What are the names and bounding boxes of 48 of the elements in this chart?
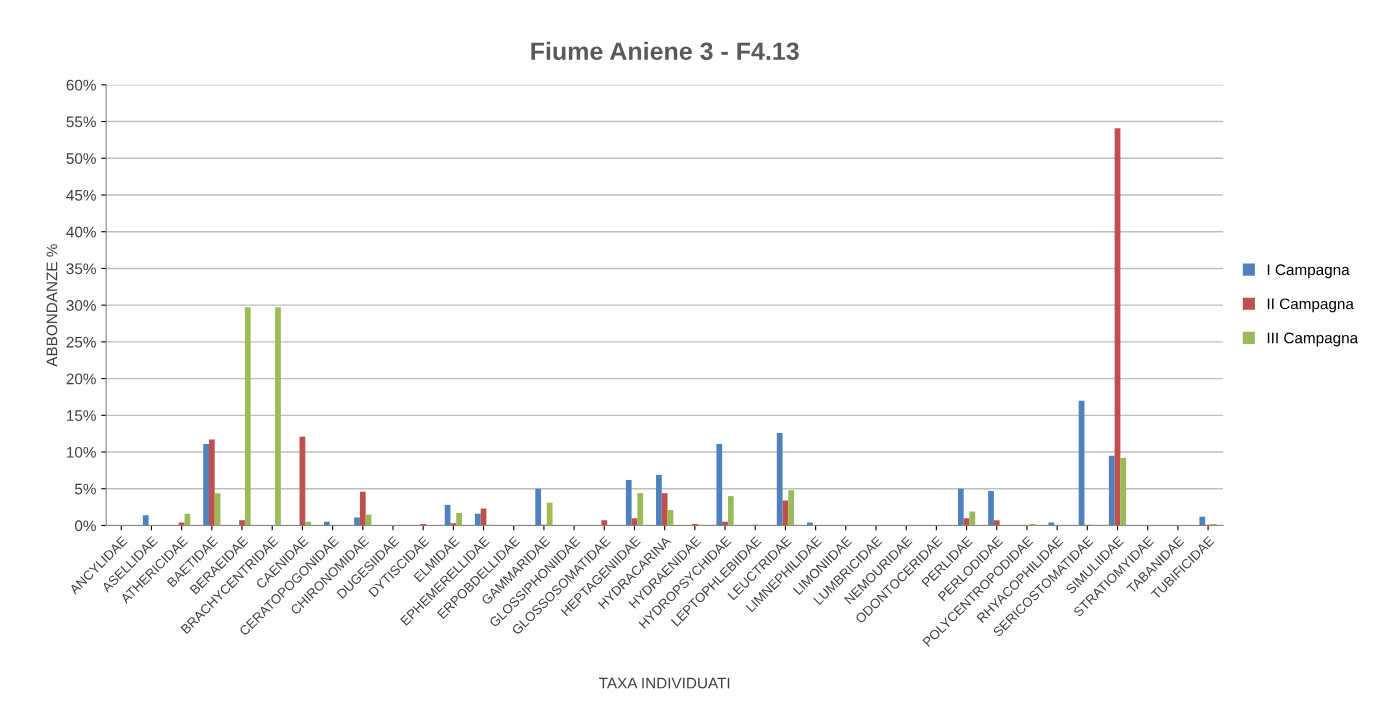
bar [625,479,632,526]
bar [275,307,281,526]
bar [142,515,149,526]
y-tick-label: 30% [66,300,96,311]
bar [993,520,1000,526]
bar [957,488,964,526]
y-axis-title: ABBONDANZE % [46,244,58,367]
bar [546,502,553,526]
y-tick-label: 50% [66,153,96,164]
y-tick-label: 10% [67,446,96,458]
y-tick-label: 5% [74,483,96,495]
bar [601,520,608,526]
bar [208,439,215,526]
y-tick-label: 20% [66,373,96,385]
y-tick-label: 35% [66,263,96,275]
bar [1199,516,1206,526]
bar [359,491,366,526]
y-tick-label: 60% [66,79,96,91]
y-tick-label: 0% [74,520,96,532]
legend-label: I Campagna [1267,264,1350,279]
y-tick-label: 45% [66,189,96,201]
bar [727,496,734,526]
y-tick-label: 15% [67,410,96,422]
legend-label: III Campagna [1267,332,1359,347]
bar [474,513,481,526]
bar [203,443,209,526]
bar [637,493,644,526]
bar [1120,457,1127,526]
x-axis-title: TAXA INDIVIDUATI [599,677,730,689]
y-tick-label: 25% [66,336,96,348]
y-tick-label: 40% [66,226,96,238]
bar [788,490,795,526]
bar [969,511,976,526]
bar [776,432,783,526]
legend-label: II Campagna [1267,298,1354,313]
bar [1108,455,1115,526]
chart-title: Fiume Aniene 3 - F4.13 [531,41,799,61]
bar [988,490,994,526]
bar [535,488,542,526]
bar [354,517,360,526]
bar [661,493,668,526]
bar [456,513,462,526]
bar [244,307,251,526]
bar [716,443,723,526]
y-tick-label: 55% [66,116,96,128]
bar [656,474,662,526]
bar [239,520,245,526]
bar [450,523,457,526]
